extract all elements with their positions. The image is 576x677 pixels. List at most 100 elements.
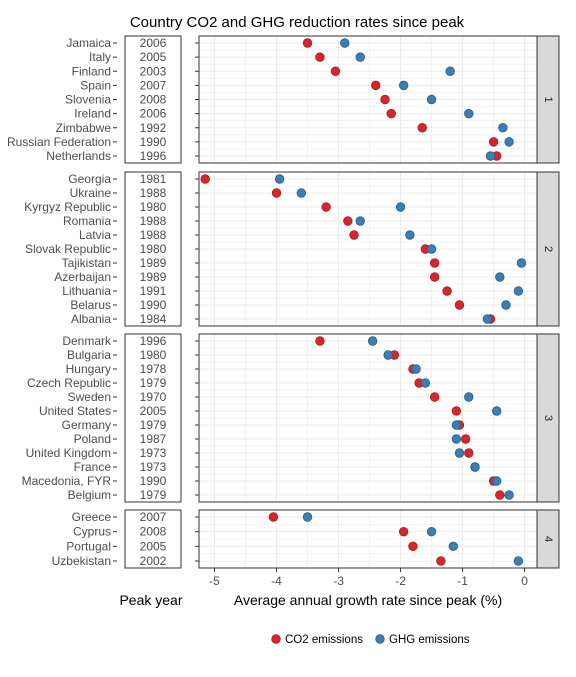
peak-year-label: 1980 [140, 242, 167, 256]
ghg-point [274, 174, 285, 184]
ghg-point [367, 336, 378, 346]
peak-year-label: 1990 [140, 135, 167, 149]
co2-point [380, 94, 390, 105]
ghg-point [340, 38, 350, 48]
co2-point [302, 38, 313, 48]
country-label: Russian Federation [7, 135, 111, 149]
country-label: Azerbaijan [54, 270, 111, 284]
peak-year-panel-border [124, 509, 182, 569]
country-label: Finland [72, 64, 111, 78]
country-label: Netherlands [46, 149, 111, 163]
country-label: Poland [74, 432, 111, 446]
peak-year-label: 1980 [140, 200, 167, 214]
co2-point [268, 512, 279, 522]
peak-year-label: 1988 [140, 214, 167, 228]
ghg-point [405, 230, 415, 240]
peak-year-label: 2007 [140, 78, 167, 92]
peak-year-label: 1990 [140, 474, 167, 488]
ghg-point [464, 392, 474, 402]
co2-point [321, 202, 331, 212]
ghg-point [491, 476, 502, 486]
facet-strip-label: 4 [542, 536, 554, 542]
country-label: Spain [80, 78, 111, 92]
ghg-point [426, 526, 437, 537]
country-label: Jamaica [66, 36, 111, 50]
peak-year-label: 1991 [140, 284, 167, 298]
facet-strip [536, 171, 560, 327]
country-label: United States [39, 404, 111, 418]
co2-point [429, 258, 440, 268]
peak-year-label: 1979 [140, 488, 167, 502]
country-label: Slovak Republic [25, 242, 111, 256]
x-tick-label: -1 [457, 574, 468, 588]
country-label: Portugal [66, 539, 111, 553]
peak-year-label: 1989 [140, 256, 167, 270]
peak-year-label: 2005 [140, 539, 167, 553]
ghg-point [513, 286, 524, 296]
country-label: France [74, 460, 112, 474]
peak-year-label: 1973 [140, 446, 167, 460]
legend-ghg-label: GHG emissions [389, 634, 470, 646]
country-label: Romania [63, 214, 111, 228]
co2-point [398, 526, 409, 537]
x-tick-label: 0 [521, 574, 528, 588]
co2-point [315, 52, 325, 62]
ghg-point [504, 137, 514, 147]
peak-year-label: 1996 [140, 334, 167, 348]
facet-strip [536, 333, 560, 503]
peak-year-label: 2008 [140, 93, 167, 107]
legend-ghg-marker [375, 634, 385, 644]
co2-point [343, 216, 353, 226]
ghg-point [498, 123, 508, 133]
x-axis-title: Average annual growth rate since peak (%… [234, 592, 502, 608]
peak-year-panel-border [124, 171, 182, 327]
ghg-point [451, 420, 462, 430]
peak-year-label: 1980 [140, 348, 167, 362]
peak-year-label: 1990 [140, 298, 167, 312]
peak-year-label: 1987 [140, 432, 167, 446]
peak-year-label: 1988 [140, 186, 167, 200]
peak-year-label: 1988 [140, 228, 167, 242]
co2-point [271, 188, 282, 198]
co2-point [454, 300, 465, 310]
x-tick-label: -3 [333, 574, 344, 588]
country-label: Uzbekistan [52, 554, 111, 568]
ghg-point [395, 202, 406, 212]
country-label: Ireland [74, 107, 111, 121]
country-label: Cyprus [73, 525, 111, 539]
country-label: Lithuania [62, 284, 111, 298]
country-label: Czech Republic [27, 376, 111, 390]
co2-point [371, 80, 381, 91]
country-label: Greece [72, 510, 112, 524]
peak-year-label: 2007 [140, 510, 167, 524]
ghg-point [296, 188, 307, 198]
ghg-point [451, 434, 462, 444]
legend-co2-marker [271, 634, 281, 644]
country-label: Bulgaria [67, 348, 111, 362]
peak-year-panel-border [124, 35, 182, 164]
ghg-point [495, 272, 505, 282]
ghg-point [355, 52, 365, 62]
co2-point [330, 66, 341, 76]
country-label: Ukraine [70, 186, 112, 200]
x-tick-label: -2 [395, 574, 406, 588]
ghg-point [445, 66, 455, 76]
ghg-point [411, 364, 421, 374]
peak-year-label: 2005 [140, 404, 167, 418]
co2-point [429, 272, 440, 282]
peak-year-label: 2002 [140, 554, 167, 568]
country-label: Latvia [79, 228, 111, 242]
co2-point [451, 406, 462, 416]
country-label: Albania [71, 312, 111, 326]
chart-title: Country CO2 and GHG reduction rates sinc… [130, 14, 465, 31]
facet-strip [536, 509, 560, 569]
peak-year-label: 1989 [140, 270, 167, 284]
country-label: Hungary [66, 362, 111, 376]
peak-year-label: 1992 [140, 121, 167, 135]
country-label: United Kingdom [26, 446, 111, 460]
ghg-point [482, 314, 493, 324]
co2-point [315, 336, 325, 346]
ghg-point [491, 406, 502, 416]
